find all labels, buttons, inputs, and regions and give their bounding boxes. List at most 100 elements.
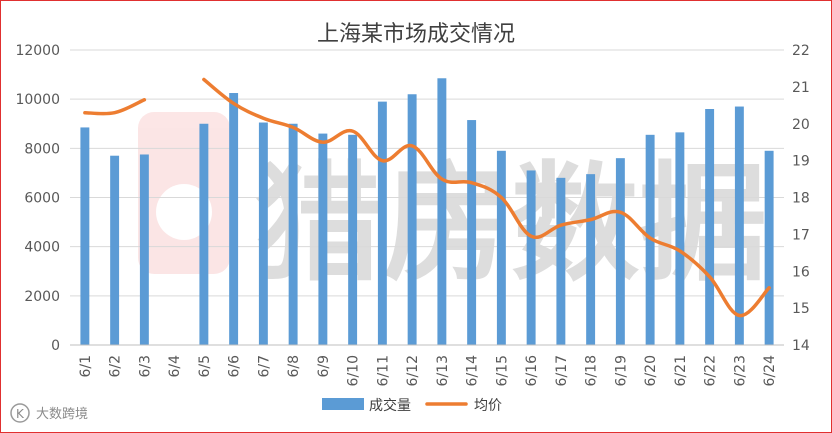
corner-watermark-text: 大数跨境	[36, 407, 88, 422]
chart-title: 上海某市场成交情况	[317, 22, 515, 47]
bar	[139, 154, 149, 345]
bar	[318, 133, 328, 345]
x-tick-label: 6/12	[405, 355, 421, 386]
x-tick-label: 6/7	[256, 355, 272, 378]
x-tick-label: 6/10	[346, 355, 362, 386]
x-tick-label: 6/1	[78, 355, 94, 378]
corner-watermark: K 大数跨境	[10, 403, 88, 423]
bar	[467, 120, 477, 345]
line-point	[262, 117, 264, 119]
bar	[586, 174, 596, 345]
bar	[229, 93, 239, 345]
y-right-tick-label: 14	[792, 338, 810, 354]
bar	[437, 78, 447, 345]
x-tick-label: 6/11	[375, 355, 391, 386]
bar	[615, 158, 625, 345]
line-point	[590, 219, 592, 221]
y-right-tick-label: 19	[792, 154, 810, 170]
line-point	[203, 78, 205, 81]
bar	[705, 109, 715, 345]
x-tick-label: 6/20	[643, 355, 659, 386]
line-point	[530, 235, 532, 237]
y-right-tick-label: 22	[792, 43, 810, 59]
bar	[526, 170, 536, 345]
bar	[80, 127, 90, 345]
line-point	[649, 237, 651, 239]
y-right-tick-label: 20	[792, 117, 810, 133]
line-point	[143, 99, 145, 101]
line-point	[441, 178, 443, 180]
bar-series	[80, 78, 774, 346]
y-left-tick-label: 8000	[24, 141, 60, 157]
x-tick-label: 6/23	[732, 355, 748, 386]
y-axis-left: 0 2000 4000 6000 8000 10000 12000	[15, 43, 60, 354]
x-tick-label: 6/17	[554, 355, 570, 386]
x-tick-label: 6/15	[494, 355, 510, 386]
y-right-tick-label: 18	[792, 191, 810, 207]
legend-line-label: 均价	[474, 398, 502, 414]
bar	[556, 177, 566, 345]
x-tick-label: 6/24	[762, 355, 778, 387]
line-point	[619, 211, 621, 213]
legend: 成交量 均价	[322, 397, 502, 414]
y-right-tick-label: 15	[792, 301, 810, 317]
y-left-tick-label: 10000	[15, 92, 60, 108]
line-point	[411, 145, 413, 147]
x-axis: 6/1 6/2 6/3 6/4 6/5 6/6 6/7 6/8 6/9 6/10 6/11 6/12 6…	[70, 344, 784, 387]
x-tick-label: 6/19	[613, 355, 629, 386]
bar	[288, 123, 298, 345]
y-right-tick-label: 21	[792, 80, 810, 96]
legend-bar-swatch	[322, 398, 364, 410]
legend-bar-label: 成交量	[369, 397, 411, 414]
line-series	[83, 77, 771, 318]
bar	[258, 122, 268, 345]
line-point	[114, 112, 116, 114]
bar	[348, 134, 358, 345]
y-right-tick-label: 17	[792, 227, 810, 243]
line-point	[500, 196, 502, 199]
line-point	[709, 276, 711, 278]
x-tick-label: 6/4	[167, 355, 183, 378]
x-tick-label: 6/9	[316, 355, 332, 378]
x-tick-label: 6/14	[465, 355, 481, 387]
line-point	[84, 112, 86, 114]
line-point	[352, 130, 354, 132]
y-left-tick-label: 12000	[15, 43, 60, 59]
corner-watermark-icon	[10, 403, 30, 423]
x-tick-label: 6/8	[286, 355, 302, 378]
y-left-tick-label: 4000	[24, 240, 60, 256]
x-tick-label: 6/3	[137, 355, 153, 378]
line-point	[768, 287, 770, 289]
x-tick-label: 6/5	[197, 355, 213, 378]
bar	[496, 150, 506, 345]
y-left-tick-label: 0	[51, 338, 60, 354]
bar	[675, 132, 685, 345]
y-right-tick-label: 16	[792, 264, 810, 280]
line-path	[83, 98, 147, 116]
bar	[199, 123, 209, 345]
bar	[377, 101, 387, 345]
line-point	[738, 314, 740, 317]
bar	[764, 150, 774, 345]
x-tick-label: 6/18	[584, 355, 600, 386]
line-point	[560, 224, 562, 226]
watermark-text: 猎房数据	[255, 150, 767, 299]
line-point	[471, 182, 473, 184]
x-tick-label: 6/2	[108, 355, 124, 378]
bar	[734, 106, 744, 346]
bar	[110, 155, 120, 345]
line-point	[679, 250, 681, 252]
corner-watermark-symbol: K	[16, 407, 25, 421]
x-tick-label: 6/16	[524, 355, 540, 387]
y-axis-right: 14 15 16 17 18 19 20 21 22	[792, 43, 810, 354]
x-tick-label: 6/13	[435, 355, 451, 386]
line-point	[381, 160, 383, 162]
line-point	[233, 102, 235, 105]
x-tick-label: 6/21	[673, 355, 689, 386]
x-tick-label: 6/6	[227, 355, 243, 378]
y-left-tick-label: 2000	[24, 289, 60, 305]
x-tick-label: 6/22	[703, 355, 719, 386]
line-point	[292, 126, 294, 129]
line-point	[322, 141, 324, 143]
